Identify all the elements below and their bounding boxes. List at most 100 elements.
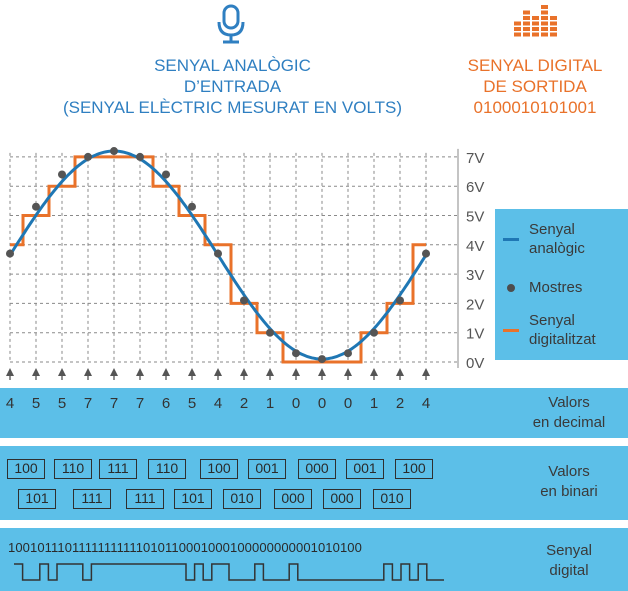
decimal-value: 7 bbox=[135, 395, 145, 412]
equalizer-bar-segment bbox=[523, 32, 530, 37]
binary-value-box: 001 bbox=[346, 459, 384, 479]
decimal-band-label: Valors en decimal bbox=[532, 394, 606, 431]
sample-arrow-head bbox=[188, 368, 196, 376]
sample-point bbox=[266, 328, 274, 337]
sample-point bbox=[58, 170, 66, 179]
legend-digital-label: Senyal digitalitzat bbox=[529, 312, 596, 348]
equalizer-bar-segment bbox=[550, 21, 557, 26]
decimal-value: 5 bbox=[57, 395, 67, 412]
decimal-value: 5 bbox=[187, 395, 197, 412]
binary-value-box: 111 bbox=[126, 489, 164, 509]
sample-arrow-head bbox=[240, 368, 248, 376]
equalizer-bar-segment bbox=[541, 27, 548, 31]
digitized-signal-line bbox=[10, 155, 426, 364]
sample-point bbox=[136, 152, 144, 161]
y-tick-label: 5V bbox=[466, 209, 484, 226]
decimal-values-band bbox=[0, 388, 628, 438]
equalizer-bar-segment bbox=[541, 5, 548, 9]
sample-point bbox=[162, 170, 170, 179]
equalizer-bar-segment bbox=[532, 21, 539, 26]
legend-analog-label: Senyal analògic bbox=[529, 221, 585, 257]
sample-arrow-head bbox=[292, 368, 300, 376]
equalizer-bar-segment bbox=[514, 21, 521, 26]
sample-point bbox=[292, 349, 300, 358]
sample-arrow-head bbox=[344, 368, 352, 376]
binary-value-box: 101 bbox=[18, 489, 56, 509]
chart-legend: Senyal analògic Mostres Senyal digitalit… bbox=[495, 209, 628, 360]
y-tick-label: 4V bbox=[466, 238, 484, 255]
sample-arrow-head bbox=[370, 368, 378, 376]
y-tick-label: 0V bbox=[466, 355, 484, 372]
equalizer-bar-segment bbox=[514, 27, 521, 31]
digital-bitstring: 1001011101111111111101011000100010000000… bbox=[8, 540, 362, 555]
decimal-value: 4 bbox=[421, 395, 431, 412]
equalizer-bar-segment bbox=[541, 16, 548, 20]
binary-value-box: 111 bbox=[73, 489, 111, 509]
binary-value-box: 010 bbox=[223, 489, 261, 509]
sample-arrow-head bbox=[318, 368, 326, 376]
binary-value-box: 110 bbox=[148, 459, 186, 479]
signal-chart: 7V 6V 5V 4V 3V 2V 1V 0V bbox=[6, 147, 484, 380]
decimal-value: 2 bbox=[239, 395, 249, 412]
sample-point bbox=[318, 355, 326, 364]
decimal-value: 7 bbox=[109, 395, 119, 412]
sample-arrow-head bbox=[162, 368, 170, 376]
decimal-value: 0 bbox=[291, 395, 301, 412]
binary-value-box: 101 bbox=[174, 489, 212, 509]
sample-arrow-head bbox=[422, 368, 430, 376]
sample-arrow-head bbox=[214, 368, 222, 376]
equalizer-bar-segment bbox=[550, 27, 557, 31]
sample-arrow-head bbox=[136, 368, 144, 376]
decimal-value: 0 bbox=[317, 395, 327, 412]
sample-point bbox=[240, 296, 248, 305]
decimal-value: 4 bbox=[5, 395, 15, 412]
sample-point bbox=[188, 202, 196, 211]
sample-arrow-head bbox=[110, 368, 118, 376]
equalizer-bar-segment bbox=[523, 27, 530, 31]
sample-point bbox=[422, 249, 430, 258]
sample-arrow-head bbox=[266, 368, 274, 376]
y-tick-label: 3V bbox=[466, 267, 484, 284]
equalizer-bar-segment bbox=[532, 16, 539, 20]
sample-point bbox=[344, 349, 352, 358]
sample-arrow-head bbox=[84, 368, 92, 376]
digital-signal-title: SENYAL DIGITAL DE SORTIDA 0100010101001 bbox=[467, 56, 603, 117]
equalizer-bar-segment bbox=[523, 16, 530, 20]
binary-value-box: 111 bbox=[99, 459, 137, 479]
binary-value-box: 000 bbox=[323, 489, 361, 509]
equalizer-bars-icon bbox=[514, 5, 557, 37]
sample-point bbox=[32, 202, 40, 211]
equalizer-bar-segment bbox=[514, 32, 521, 37]
binary-value-box: 110 bbox=[54, 459, 92, 479]
legend-sample-label: Mostres bbox=[529, 279, 583, 296]
digital-band-label: Senyal digital bbox=[546, 542, 592, 579]
sample-point bbox=[370, 328, 378, 337]
digital-pulse-waveform bbox=[14, 563, 444, 581]
binary-value-box: 100 bbox=[395, 459, 433, 479]
decimal-value: 0 bbox=[343, 395, 353, 412]
sample-point bbox=[84, 152, 92, 161]
equalizer-bar-segment bbox=[541, 10, 548, 15]
sample-arrow-head bbox=[396, 368, 404, 376]
equalizer-bar-segment bbox=[541, 21, 548, 26]
sample-point bbox=[110, 147, 118, 156]
equalizer-bar-segment bbox=[550, 16, 557, 20]
binary-value-box: 010 bbox=[373, 489, 411, 509]
binary-band-label: Valors en binari bbox=[540, 463, 598, 500]
sample-point bbox=[396, 296, 404, 305]
microphone-icon bbox=[217, 4, 245, 44]
decimal-value: 1 bbox=[265, 395, 275, 412]
binary-value-box: 001 bbox=[248, 459, 286, 479]
equalizer-bar-segment bbox=[523, 10, 530, 15]
decimal-value: 2 bbox=[395, 395, 405, 412]
legend-sample-dot bbox=[507, 284, 515, 292]
sample-arrow-head bbox=[32, 368, 40, 376]
binary-value-box: 100 bbox=[200, 459, 238, 479]
binary-value-box: 000 bbox=[298, 459, 336, 479]
equalizer-bar-segment bbox=[532, 32, 539, 37]
decimal-value: 1 bbox=[369, 395, 379, 412]
analog-signal-title: SENYAL ANALÒGIC D’ENTRADA (SENYAL ELÈCTR… bbox=[62, 56, 403, 117]
y-tick-label: 7V bbox=[466, 150, 484, 167]
binary-value-box: 000 bbox=[274, 489, 312, 509]
sample-point bbox=[6, 249, 14, 258]
